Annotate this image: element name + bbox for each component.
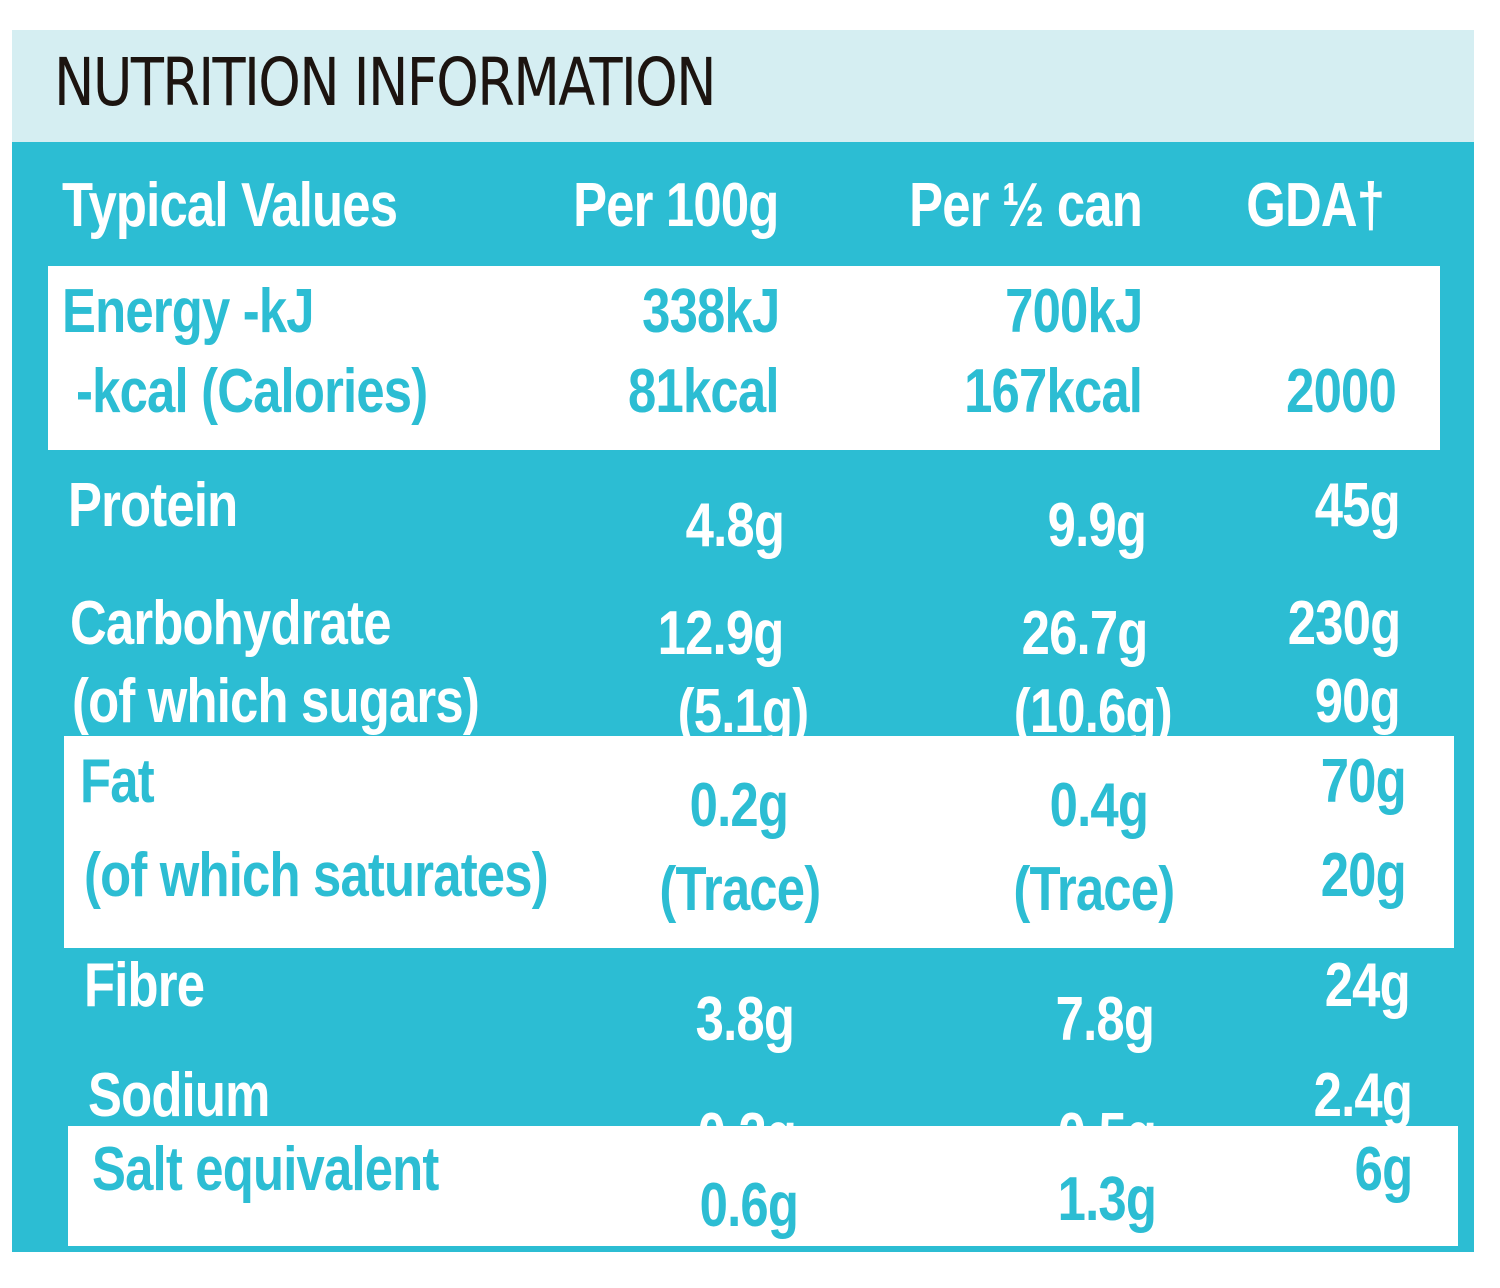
row-per-100g: 81kcal [628,357,779,426]
salt-box: Salt equivalent 0.6g 1.3g 6g [68,1126,1458,1246]
row-per-half-can: 26.7g [1022,599,1149,668]
row-gda: 230g [1287,589,1400,658]
row-gda: 24g [1324,951,1411,1020]
header-per-half-can: Per ½ can [909,171,1143,240]
row-per-half-can: (10.6g) [1013,677,1173,746]
row-gda: 45g [1314,471,1401,540]
header-per-100g: Per 100g [573,171,780,240]
row-per-100g: (Trace) [659,855,821,924]
row-per-half-can: 7.8g [1055,985,1155,1054]
row-gda: 2000 [1286,357,1397,426]
row-gda: 20g [1320,841,1407,910]
fat-box: Fat 0.2g 0.4g 70g (of which saturates) (… [64,736,1454,948]
header-gda: GDA† [1246,171,1385,240]
row-label: Protein [68,471,238,540]
row-per-half-can: 167kcal [963,357,1143,426]
row-label: Carbohydrate [70,589,392,658]
row-label: (of which saturates) [84,841,549,910]
title-band: NUTRITION INFORMATION [12,30,1474,142]
energy-box: Energy -kJ 338kJ 700kJ -kcal (Calories) … [48,266,1440,450]
row-per-half-can: 9.9g [1047,491,1147,560]
row-per-100g: 4.8g [685,491,785,560]
row-per-half-can: 0.4g [1049,771,1149,840]
header-typical-values: Typical Values [62,171,398,240]
nutrition-label: NUTRITION INFORMATION Typical Values Per… [12,30,1474,1252]
row-per-half-can: 1.3g [1057,1165,1157,1234]
row-per-100g: 0.2g [689,771,789,840]
row-label: (of which sugars) [72,667,480,736]
row-per-half-can: 700kJ [1004,277,1143,346]
row-label: Fat [80,747,155,816]
row-label: Fibre [84,951,205,1020]
row-label: Sodium [88,1061,270,1130]
row-gda: 6g [1354,1135,1413,1204]
row-per-100g: 12.9g [658,599,785,668]
row-per-100g: 3.8g [695,985,795,1054]
row-label: Energy -kJ [62,277,315,346]
row-label: -kcal (Calories) [76,357,428,426]
row-gda: 70g [1320,747,1407,816]
row-per-100g: 338kJ [641,277,780,346]
row-per-100g: 0.6g [699,1171,799,1240]
row-gda: 90g [1314,667,1401,736]
row-per-100g: (5.1g) [677,677,808,746]
row-gda: 2.4g [1313,1061,1413,1130]
row-per-half-can: (Trace) [1013,855,1175,924]
page-title: NUTRITION INFORMATION [54,44,717,121]
row-label: Salt equivalent [92,1135,439,1204]
